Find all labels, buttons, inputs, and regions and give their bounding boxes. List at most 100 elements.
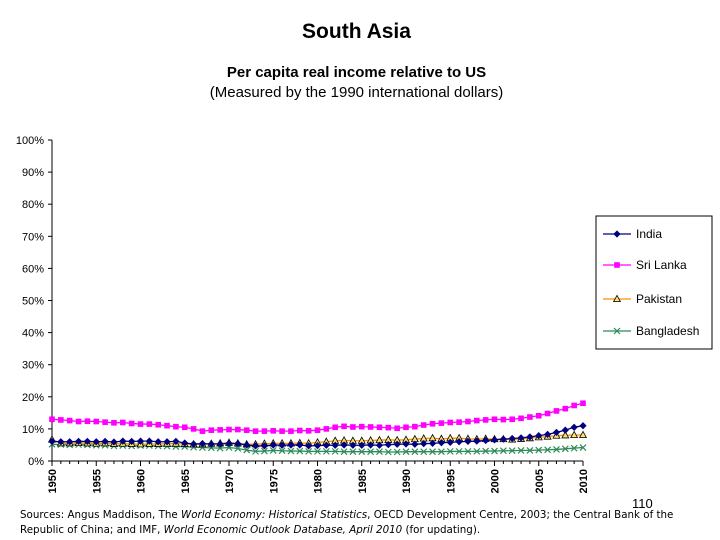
data-point-sri-lanka	[199, 428, 206, 434]
data-point-bangladesh	[234, 445, 242, 452]
data-point-sri-lanka	[447, 419, 454, 426]
data-point-india	[66, 438, 74, 446]
data-point-sri-lanka	[84, 418, 91, 424]
data-point-india	[296, 441, 304, 449]
data-point-india	[552, 428, 561, 437]
data-point-sri-lanka	[49, 416, 55, 423]
data-point-india	[136, 437, 145, 445]
data-point-bangladesh	[260, 447, 268, 455]
data-point-bangladesh	[455, 447, 463, 455]
data-point-india	[428, 439, 437, 447]
data-point-india	[110, 438, 118, 446]
data-point-bangladesh	[570, 444, 578, 452]
data-point-india	[420, 440, 428, 448]
data-point-india	[561, 426, 569, 434]
data-point-sri-lanka	[518, 415, 524, 422]
data-point-india	[393, 440, 401, 448]
data-point-sri-lanka	[562, 405, 569, 412]
data-point-sri-lanka	[509, 416, 515, 423]
legend-label-sri-lanka: Sri Lanka	[636, 258, 687, 272]
y-tick-label: 20%	[22, 392, 44, 404]
data-point-sri-lanka	[544, 410, 551, 417]
data-point-sri-lanka	[217, 427, 223, 433]
y-tick-label: 60%	[22, 263, 44, 275]
sources-note: Sources: Angus Maddison, The World Econo…	[20, 508, 715, 538]
series-sri-lanka	[49, 400, 586, 434]
data-point-sri-lanka	[58, 417, 64, 423]
data-point-india	[535, 432, 543, 440]
y-tick-label: 10%	[22, 424, 44, 436]
data-point-bangladesh	[464, 447, 472, 455]
legend-label-bangladesh: Bangladesh	[636, 324, 699, 338]
data-point-bangladesh	[367, 448, 375, 456]
sources-lead: Sources: Angus Maddison, The	[20, 509, 182, 521]
data-point-india	[473, 437, 481, 445]
data-point-india	[464, 437, 472, 446]
data-point-india	[490, 436, 499, 444]
slide-title: South Asia	[302, 20, 411, 43]
data-point-india	[508, 434, 516, 443]
data-point-sri-lanka	[385, 424, 392, 431]
data-point-bangladesh	[544, 446, 552, 454]
data-point-india	[92, 438, 100, 446]
data-point-bangladesh	[535, 446, 543, 454]
data-point-bangladesh	[579, 444, 587, 451]
data-point-bangladesh	[508, 447, 516, 455]
legend-label-india: India	[636, 227, 662, 241]
x-tick-label: 1985	[357, 469, 369, 493]
legend-marker-sri-lanka	[614, 262, 620, 268]
legend: India Sri Lanka Pakistan Bangladesh	[595, 215, 713, 350]
data-point-sri-lanka	[261, 428, 268, 434]
data-point-india	[402, 440, 410, 448]
sources-middle: , OECD Development Centre, 2003; the Cen…	[20, 509, 674, 536]
data-point-india	[543, 430, 552, 438]
data-point-bangladesh	[331, 447, 339, 455]
data-point-india	[198, 440, 207, 448]
data-point-sri-lanka	[465, 418, 471, 425]
data-point-india	[482, 436, 490, 445]
data-point-sri-lanka	[394, 425, 400, 432]
legend-marker-india	[613, 230, 621, 238]
x-tick-label: 1995	[445, 469, 457, 493]
data-point-sri-lanka	[270, 428, 277, 434]
sources-work-title: World Economy: Historical Statistics	[181, 509, 368, 521]
data-point-sri-lanka	[350, 424, 356, 430]
data-point-sri-lanka	[474, 417, 480, 424]
data-point-sri-lanka	[155, 421, 161, 428]
data-point-bangladesh	[340, 448, 348, 456]
data-point-india	[455, 438, 463, 446]
data-point-india	[331, 441, 339, 449]
data-point-india	[349, 441, 357, 449]
data-point-india	[57, 438, 65, 446]
sources-tail: (for updating).	[402, 524, 481, 536]
data-point-india	[181, 439, 189, 447]
data-point-sri-lanka	[252, 428, 259, 434]
data-point-sri-lanka	[323, 426, 330, 432]
data-point-india	[570, 423, 578, 431]
data-point-sri-lanka	[235, 426, 241, 433]
axes: 0% 10% 20% 30% 40% 50% 60% 70% 80% 90% 100% 1950 195…	[16, 135, 590, 493]
data-point-bangladesh	[499, 447, 507, 455]
data-point-bangladesh	[349, 448, 357, 456]
data-point-bangladesh	[296, 447, 304, 455]
y-tick-label: 30%	[22, 360, 44, 372]
data-point-bangladesh	[358, 448, 366, 456]
data-point-india	[260, 442, 269, 450]
data-point-sri-lanka	[66, 417, 73, 424]
data-point-sri-lanka	[553, 408, 560, 414]
y-tick-label: 100%	[16, 135, 44, 147]
data-point-sri-lanka	[164, 422, 170, 429]
data-point-bangladesh	[252, 447, 259, 455]
x-tick-label: 1980	[313, 469, 325, 493]
data-point-bangladesh	[393, 448, 401, 456]
data-point-bangladesh	[305, 447, 313, 455]
y-tick-label: 40%	[22, 328, 44, 340]
data-point-sri-lanka	[75, 418, 82, 425]
x-tick-label: 1970	[224, 469, 236, 493]
data-point-india	[163, 438, 171, 446]
x-tick-label: 2000	[490, 469, 502, 493]
data-point-india	[278, 441, 286, 449]
series-lines	[47, 400, 588, 456]
data-point-india	[313, 441, 322, 450]
data-point-bangladesh	[314, 447, 321, 455]
